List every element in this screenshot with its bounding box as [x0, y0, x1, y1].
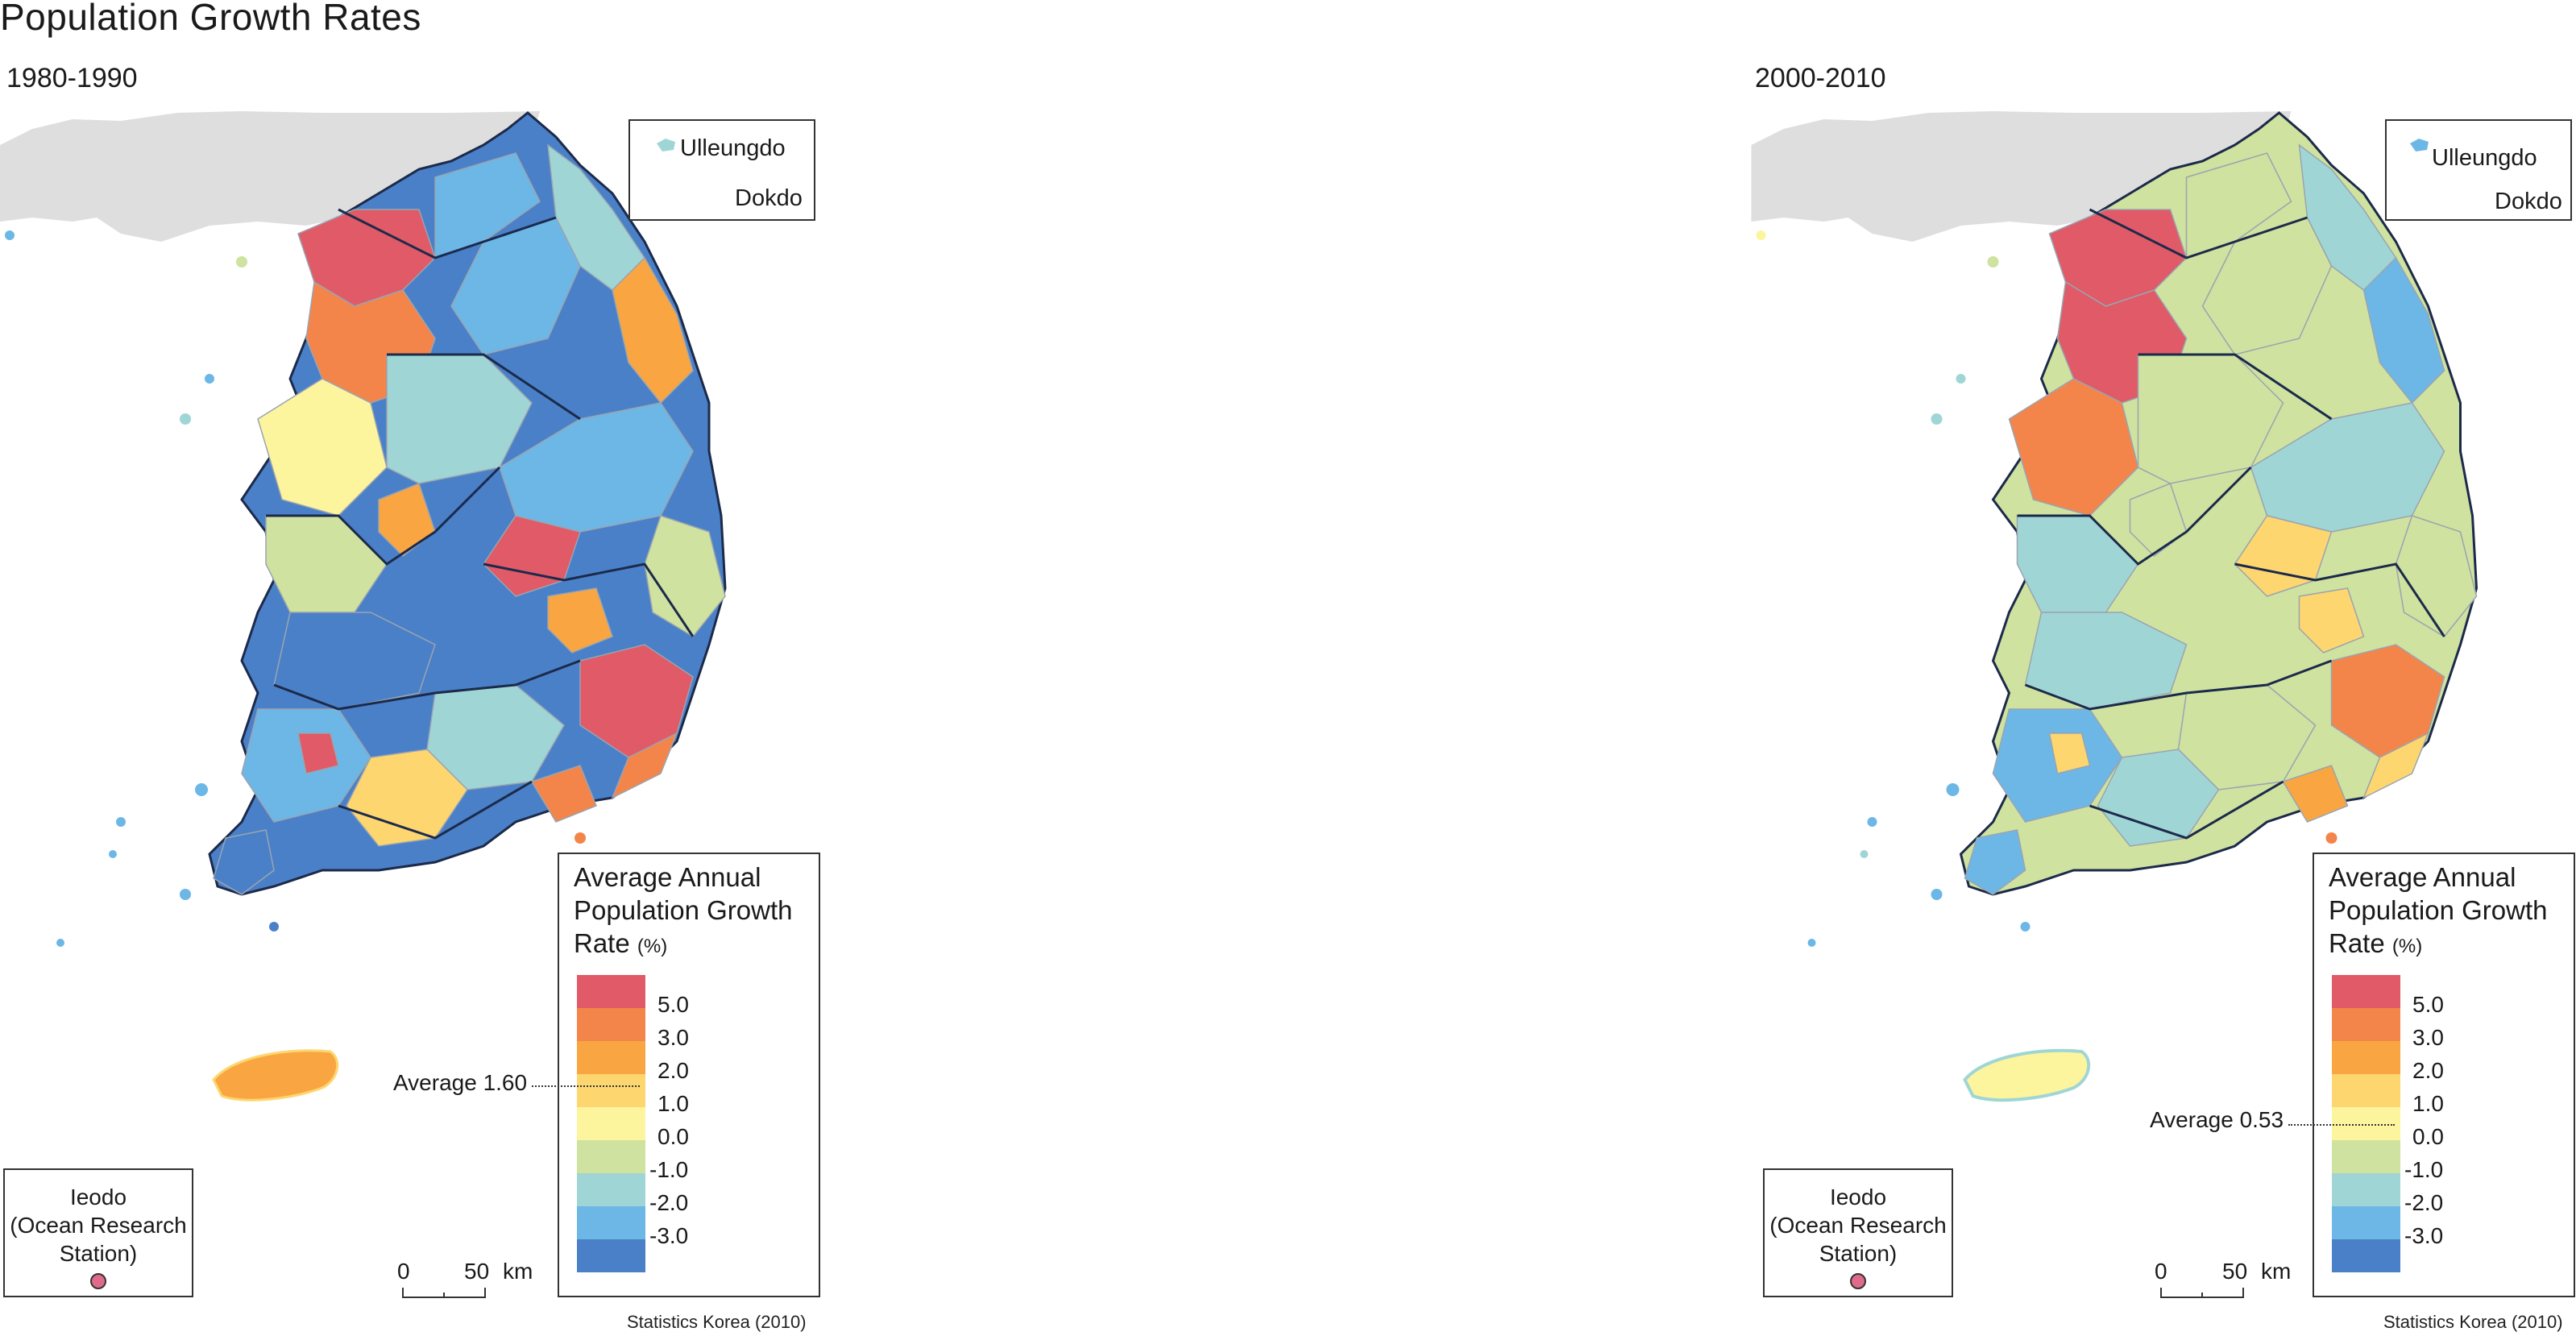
legend-tick-label: -1.0 — [2404, 1157, 2444, 1182]
legend-tick-label: 1.0 — [657, 1091, 689, 1116]
ulleungdo-island-icon — [657, 139, 675, 151]
neighbor-landmass — [0, 111, 540, 242]
label-dokdo: Dokdo — [2495, 189, 2562, 214]
region-islands-southwest — [1964, 829, 2026, 895]
legend-title: Average Annual Population Growth Rate (%… — [2329, 862, 2548, 958]
label-ulleungdo: Ulleungdo — [680, 135, 786, 161]
scale-unit: km — [2261, 1259, 2292, 1284]
ieodo-marker-icon — [90, 1273, 106, 1289]
region-changwon — [530, 765, 597, 823]
region-daegu — [547, 587, 613, 653]
inset-ulleung-dokdo-1: Ulleungdo Dokdo — [628, 119, 815, 221]
legend-swatch — [577, 1041, 645, 1074]
scale-bar — [2160, 1288, 2244, 1298]
region-busan — [2362, 732, 2429, 799]
ieodo-box-2: Ieodo (Ocean Research Station) — [1763, 1168, 1953, 1297]
legend-tick-label: 0.0 — [657, 1124, 689, 1149]
legend-swatch — [577, 1107, 645, 1140]
legend-swatch — [577, 1206, 645, 1239]
legend-swatch — [577, 975, 645, 1008]
average-label-1980-1990: Average 1.60 — [393, 1070, 528, 1095]
korea-map-2000-2010 — [1751, 111, 2479, 1102]
ieodo-line2: (Ocean Research — [10, 1213, 187, 1238]
legend-swatch — [2332, 1173, 2400, 1206]
scale-zero: 0 — [2155, 1259, 2167, 1284]
average-label-2000-2010: Average 0.53 — [2150, 1107, 2284, 1132]
korea-map-1980-1990 — [0, 111, 727, 1102]
legend-tick-label: 3.0 — [2412, 1025, 2444, 1050]
region-east-coast — [2362, 256, 2445, 405]
legend-swatch — [2332, 975, 2400, 1008]
legend-tick-label: 0.0 — [2412, 1124, 2444, 1149]
ieodo-line3: Station) — [1819, 1241, 1898, 1266]
region-east-coast — [612, 256, 694, 405]
legend-swatch — [577, 1074, 645, 1107]
region-gwangju — [297, 732, 339, 774]
average-leader-line — [532, 1085, 640, 1087]
source-note-1: Statistics Korea (2010) — [627, 1312, 807, 1332]
neighbor-landmass — [1751, 111, 2292, 242]
legend-tick-label: 5.0 — [657, 992, 689, 1017]
map-title-1980-1990: 1980-1990 — [6, 63, 138, 93]
region-islands-southwest — [213, 829, 275, 895]
legend-tick-label: 5.0 — [2412, 992, 2444, 1017]
ulleungdo-island-icon — [2410, 139, 2429, 151]
legend-tick-label: -3.0 — [2404, 1223, 2444, 1248]
scale-bar — [402, 1288, 486, 1298]
legend-swatch — [577, 1008, 645, 1041]
ieodo-line3: Station) — [59, 1241, 138, 1266]
ieodo-line2: (Ocean Research — [1769, 1213, 1947, 1238]
legend-swatch — [2332, 1239, 2400, 1272]
region-gyeonggi-north — [434, 152, 541, 259]
legend-tick-label: -3.0 — [649, 1223, 689, 1248]
legend-tick-label: 1.0 — [2412, 1091, 2444, 1116]
scale-unit: km — [503, 1259, 533, 1284]
label-dokdo: Dokdo — [735, 185, 803, 211]
jeju-island — [1963, 1048, 2091, 1102]
region-gyeongbuk-mid — [2234, 515, 2333, 597]
jeju-island — [212, 1049, 339, 1102]
ieodo-box-1: Ieodo (Ocean Research Station) — [3, 1168, 193, 1297]
scale-zero: 0 — [397, 1259, 410, 1284]
legend-tick-label: 2.0 — [2412, 1058, 2444, 1083]
legend-tick-label: 3.0 — [657, 1025, 689, 1050]
ieodo-line1: Ieodo — [1829, 1185, 1887, 1209]
legend-1980-1990: Average Annual Population Growth Rate (%… — [558, 853, 820, 1297]
legend-swatch — [577, 1173, 645, 1206]
page-title: Population Growth Rates — [0, 0, 421, 38]
region-gyeongbuk-mid — [483, 515, 581, 597]
region-busan — [611, 732, 678, 799]
legend-swatch — [577, 1140, 645, 1173]
region-gwangju — [2048, 732, 2091, 774]
scale-fifty: 50 — [464, 1259, 490, 1284]
legend-swatch — [577, 1239, 645, 1272]
ieodo-marker-icon — [1850, 1273, 1866, 1289]
map-title-2000-2010: 2000-2010 — [1755, 63, 1886, 93]
legend-swatch — [2332, 1074, 2400, 1107]
legend-tick-label: -2.0 — [649, 1190, 689, 1215]
legend-title: Average Annual Population Growth Rate (%… — [574, 862, 793, 958]
label-ulleungdo: Ulleungdo — [2432, 145, 2537, 171]
region-gyeonggi-north — [2185, 152, 2292, 259]
legend-swatch — [2332, 1008, 2400, 1041]
region-daegu — [2298, 587, 2365, 653]
legend-swatch — [2332, 1107, 2400, 1140]
inset-ulleung-dokdo-2: Ulleungdo Dokdo — [2385, 119, 2572, 221]
ieodo-line1: Ieodo — [69, 1185, 127, 1209]
scale-fifty: 50 — [2222, 1259, 2248, 1284]
legend-tick-label: 2.0 — [657, 1058, 689, 1083]
legend-swatch — [2332, 1206, 2400, 1239]
source-note-2: Statistics Korea (2010) — [2383, 1312, 2563, 1332]
legend-tick-label: -2.0 — [2404, 1190, 2444, 1215]
legend-swatch — [2332, 1041, 2400, 1074]
legend-tick-label: -1.0 — [649, 1157, 689, 1182]
average-leader-line — [2288, 1124, 2395, 1126]
legend-2000-2010: Average Annual Population Growth Rate (%… — [2313, 853, 2575, 1297]
legend-swatch — [2332, 1140, 2400, 1173]
region-changwon — [2282, 765, 2349, 823]
